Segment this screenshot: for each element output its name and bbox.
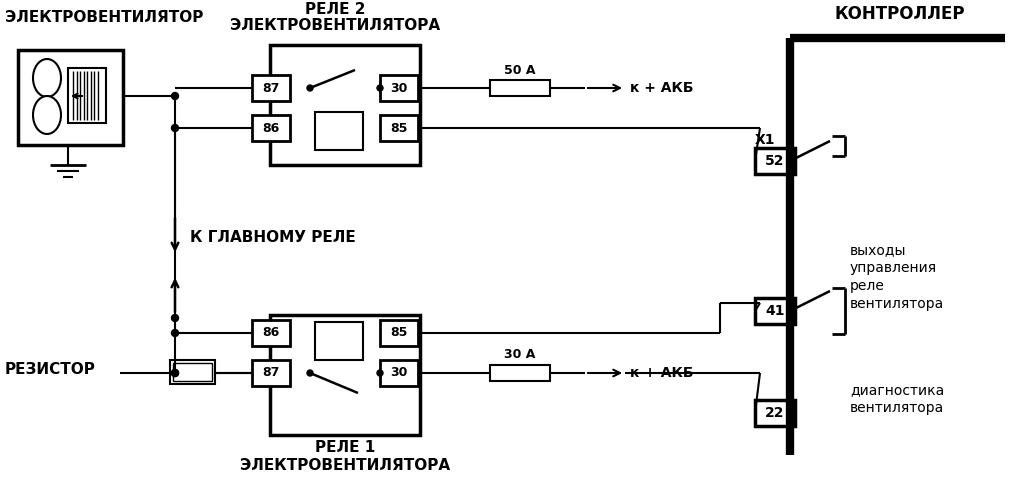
Text: КОНТРОЛЛЕР: КОНТРОЛЛЕР bbox=[835, 5, 966, 23]
Text: ЭЛЕКТРОВЕНТИЛЯТОР: ЭЛЕКТРОВЕНТИЛЯТОР bbox=[5, 10, 204, 26]
Text: 86: 86 bbox=[262, 327, 280, 339]
Bar bbox=[18, 50, 123, 145]
Bar bbox=[173, 363, 212, 381]
Bar bbox=[270, 45, 420, 165]
Text: 52: 52 bbox=[765, 154, 784, 168]
Bar bbox=[252, 115, 290, 141]
Circle shape bbox=[171, 369, 178, 376]
Text: диагностика: диагностика bbox=[850, 383, 944, 397]
Text: 87: 87 bbox=[262, 367, 280, 379]
Text: вентилятора: вентилятора bbox=[850, 401, 944, 415]
Bar bbox=[68, 68, 106, 123]
Bar bbox=[380, 320, 418, 346]
Ellipse shape bbox=[33, 59, 61, 97]
Circle shape bbox=[377, 85, 383, 91]
Circle shape bbox=[171, 92, 178, 99]
Text: к + АКБ: к + АКБ bbox=[630, 366, 693, 380]
Text: 30 А: 30 А bbox=[504, 348, 536, 362]
Text: 22: 22 bbox=[765, 406, 784, 420]
Text: выходы: выходы bbox=[850, 243, 906, 257]
Text: к + АКБ: к + АКБ bbox=[630, 81, 693, 95]
Text: ЭЛЕКТРОВЕНТИЛЯТОРА: ЭЛЕКТРОВЕНТИЛЯТОРА bbox=[240, 458, 451, 472]
Bar bbox=[380, 75, 418, 101]
Circle shape bbox=[787, 308, 793, 314]
Circle shape bbox=[171, 124, 178, 131]
Bar bbox=[315, 322, 362, 360]
Bar bbox=[270, 315, 420, 435]
Bar bbox=[252, 360, 290, 386]
Circle shape bbox=[787, 158, 793, 164]
Bar bbox=[252, 320, 290, 346]
Text: вентилятора: вентилятора bbox=[850, 297, 944, 311]
Circle shape bbox=[171, 369, 178, 376]
Bar bbox=[490, 365, 550, 381]
Circle shape bbox=[171, 330, 178, 337]
Bar bbox=[380, 360, 418, 386]
Text: 86: 86 bbox=[262, 122, 280, 134]
Circle shape bbox=[307, 85, 313, 91]
Circle shape bbox=[307, 370, 313, 376]
Text: 30: 30 bbox=[390, 82, 408, 94]
Text: 87: 87 bbox=[262, 82, 280, 94]
Text: 30: 30 bbox=[390, 367, 408, 379]
Bar bbox=[755, 298, 795, 324]
Text: 85: 85 bbox=[390, 327, 408, 339]
Bar bbox=[170, 360, 215, 384]
Ellipse shape bbox=[33, 96, 61, 134]
Text: РЕЛЕ 2: РЕЛЕ 2 bbox=[305, 2, 366, 18]
Bar bbox=[252, 75, 290, 101]
Text: управления: управления bbox=[850, 261, 937, 275]
Circle shape bbox=[377, 370, 383, 376]
Bar bbox=[755, 400, 795, 426]
Bar bbox=[490, 80, 550, 96]
Text: 50 А: 50 А bbox=[504, 63, 536, 76]
Text: реле: реле bbox=[850, 279, 885, 293]
Bar bbox=[315, 112, 362, 150]
Bar bbox=[755, 148, 795, 174]
Text: 41: 41 bbox=[765, 304, 784, 318]
Text: 85: 85 bbox=[390, 122, 408, 134]
Bar bbox=[380, 115, 418, 141]
Text: К ГЛАВНОМУ РЕЛЕ: К ГЛАВНОМУ РЕЛЕ bbox=[190, 230, 355, 246]
Text: РЕЗИСТОР: РЕЗИСТОР bbox=[5, 363, 96, 377]
Text: X1: X1 bbox=[755, 133, 775, 147]
Circle shape bbox=[171, 314, 178, 321]
Text: ЭЛЕКТРОВЕНТИЛЯТОРА: ЭЛЕКТРОВЕНТИЛЯТОРА bbox=[230, 19, 440, 33]
Text: РЕЛЕ 1: РЕЛЕ 1 bbox=[314, 440, 375, 456]
